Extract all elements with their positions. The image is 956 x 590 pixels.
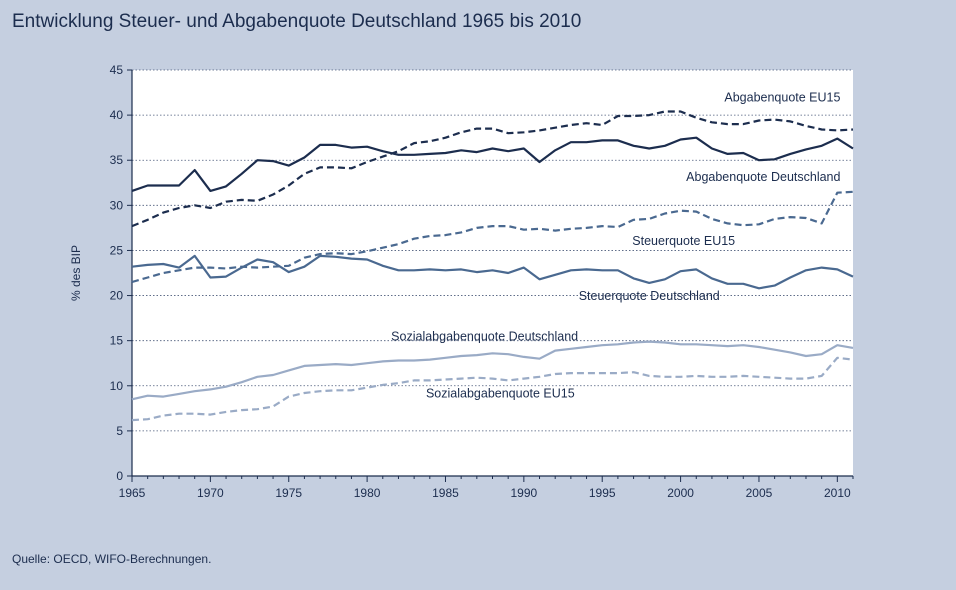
- series-line-4: [131, 340, 854, 401]
- x-tick-label: 1975: [275, 486, 302, 500]
- series-label: Sozialabgabenquote EU15: [426, 387, 575, 401]
- series-line-3: [131, 254, 854, 290]
- x-tick-label: 2000: [667, 486, 694, 500]
- x-tick-label: 1965: [119, 486, 146, 500]
- y-tick-label: 20: [110, 289, 124, 303]
- series-lines: [131, 110, 854, 422]
- y-tick-label: 10: [110, 379, 124, 393]
- series-line-2: [131, 190, 854, 284]
- x-tick-label: 1970: [197, 486, 224, 500]
- y-tick-label: 5: [116, 424, 123, 438]
- chart-title: Entwicklung Steuer- und Abgabenquote Deu…: [12, 11, 582, 32]
- y-tick-label: 0: [116, 469, 123, 483]
- y-tick-label: 45: [110, 63, 124, 77]
- y-tick-label: 25: [110, 243, 124, 257]
- series-label: Abgabenquote Deutschland: [686, 170, 840, 184]
- plot-area: [132, 70, 853, 476]
- x-tick-label: 1980: [354, 486, 381, 500]
- series-line-1: [131, 136, 854, 192]
- series-label: Steuerquote EU15: [632, 234, 735, 248]
- series-labels: Abgabenquote EU15 Abgabenquote Deutschlan…: [391, 91, 840, 401]
- y-tick-label: 15: [110, 334, 124, 348]
- series-label: Steuerquote Deutschland: [579, 289, 720, 303]
- series-label: Sozialabgabenquote Deutschland: [391, 330, 578, 344]
- axes: 0 5 10 15 20 25 30 35 40 45 1965 1970 1975 1980 1985 19…: [110, 63, 854, 500]
- source-note: Quelle: OECD, WIFO-Berechnungen.: [12, 552, 212, 566]
- x-tick-label: 2005: [746, 486, 773, 500]
- y-axis-label: % des BIP: [69, 245, 83, 301]
- series-label: Abgabenquote EU15: [724, 91, 840, 105]
- y-tick-label: 30: [110, 198, 124, 212]
- x-tick-label: 1995: [589, 486, 616, 500]
- series-line-5: [131, 356, 854, 422]
- gridlines: [132, 69, 853, 432]
- y-tick-label: 40: [110, 108, 124, 122]
- x-tick-label: 2010: [824, 486, 851, 500]
- x-tick-label: 1990: [510, 486, 537, 500]
- x-tick-label: 1985: [432, 486, 459, 500]
- y-tick-label: 35: [110, 153, 124, 167]
- series-line-0: [131, 110, 854, 228]
